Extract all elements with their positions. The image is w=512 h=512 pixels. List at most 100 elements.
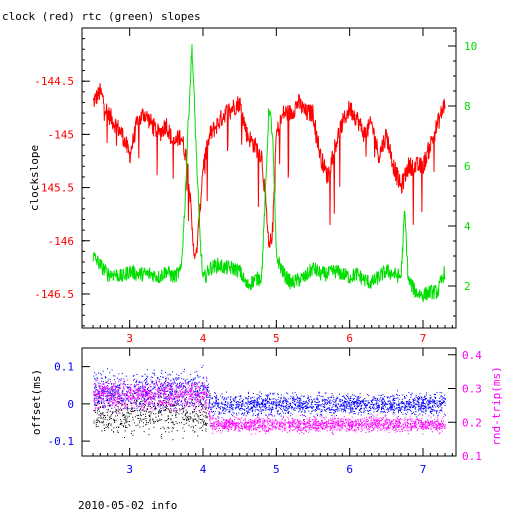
scatter-point xyxy=(231,407,232,409)
scatter-point xyxy=(265,409,267,411)
scatter-point xyxy=(160,392,162,394)
scatter-point xyxy=(235,427,237,429)
scatter-point xyxy=(382,397,384,399)
scatter-point xyxy=(180,385,182,387)
scatter-point xyxy=(241,408,243,409)
scatter-point xyxy=(193,397,195,399)
scatter-point xyxy=(212,418,214,420)
scatter-point xyxy=(271,422,273,424)
scatter-point xyxy=(181,403,183,405)
scatter-point xyxy=(121,395,123,397)
scatter-point xyxy=(111,390,113,392)
scatter-point xyxy=(137,388,139,390)
scatter-point xyxy=(97,393,99,395)
scatter-point xyxy=(398,409,400,411)
scatter-point xyxy=(422,408,424,409)
scatter-point xyxy=(264,421,266,423)
scatter-point xyxy=(356,404,358,406)
scatter-point xyxy=(173,403,175,405)
scatter-point xyxy=(434,426,436,428)
scatter-point xyxy=(408,426,410,428)
scatter-series-magenta xyxy=(93,376,446,435)
scatter-point xyxy=(355,429,357,431)
scatter-point xyxy=(440,428,442,430)
scatter-point xyxy=(95,404,97,406)
scatter-point xyxy=(391,428,393,430)
scatter-point xyxy=(354,428,356,430)
scatter-point xyxy=(372,426,374,428)
scatter-point xyxy=(370,424,372,426)
scatter-point xyxy=(107,404,109,406)
scatter-point xyxy=(351,408,353,409)
scatter-point xyxy=(178,399,180,401)
scatter-point xyxy=(418,399,420,401)
scatter-point xyxy=(368,431,370,433)
scatter-point xyxy=(356,427,358,429)
scatter-point xyxy=(337,428,339,430)
scatter-point xyxy=(135,398,137,400)
scatter-point xyxy=(239,430,241,431)
x-tick-label: 6 xyxy=(346,332,353,345)
scatter-point xyxy=(205,394,207,396)
scatter-point xyxy=(251,419,253,421)
scatter-point xyxy=(347,427,348,429)
scatter-point xyxy=(147,402,149,404)
scatter-point xyxy=(345,410,346,412)
scatter-point xyxy=(279,425,281,427)
scatter-point xyxy=(133,384,135,386)
scatter-point xyxy=(313,426,315,428)
scatter-point xyxy=(233,424,235,426)
scatter-point xyxy=(305,426,307,428)
scatter-point xyxy=(262,401,264,403)
scatter-point xyxy=(368,417,370,419)
scatter-point xyxy=(385,421,387,423)
scatter-point xyxy=(175,378,177,380)
scatter-point xyxy=(297,405,299,407)
scatter-point xyxy=(210,420,211,422)
scatter-point xyxy=(146,397,148,399)
scatter-point xyxy=(263,406,265,408)
scatter-point xyxy=(268,430,269,432)
scatter-point xyxy=(285,407,287,409)
scatter-point xyxy=(333,403,335,405)
scatter-point xyxy=(302,427,304,429)
scatter-point xyxy=(255,404,257,405)
scatter-point xyxy=(394,409,396,411)
scatter-point xyxy=(290,415,292,417)
scatter-point xyxy=(308,407,310,409)
scatter-point xyxy=(433,401,435,403)
scatter-point xyxy=(196,383,198,384)
scatter-point xyxy=(372,422,374,424)
scatter-point xyxy=(195,407,196,409)
scatter-point xyxy=(230,419,232,421)
scatter-point xyxy=(304,401,306,402)
scatter-point xyxy=(94,401,96,403)
scatter-point xyxy=(195,381,197,383)
scatter-point xyxy=(127,384,129,385)
scatter-point xyxy=(295,407,297,409)
scatter-point xyxy=(169,398,170,400)
scatter-point xyxy=(404,417,406,419)
scatter-point xyxy=(221,402,223,404)
scatter-point xyxy=(191,393,193,395)
scatter-point xyxy=(172,404,174,406)
scatter-point xyxy=(352,403,354,405)
series-line-green xyxy=(92,44,446,303)
scatter-point xyxy=(250,419,252,421)
scatter-point xyxy=(292,399,294,401)
scatter-point xyxy=(353,401,354,403)
scatter-point xyxy=(331,432,333,433)
scatter-point xyxy=(227,396,229,398)
scatter-point xyxy=(421,410,423,412)
scatter-point xyxy=(370,410,372,412)
scatter-point xyxy=(171,397,173,399)
scatter-point xyxy=(281,427,283,428)
scatter-point xyxy=(403,422,405,424)
scatter-point xyxy=(116,386,118,388)
scatter-point xyxy=(327,401,329,403)
scatter-point xyxy=(197,374,199,376)
scatter-point xyxy=(413,421,415,423)
scatter-point xyxy=(147,382,149,384)
scatter-point xyxy=(361,401,363,403)
scatter-point xyxy=(222,425,224,427)
